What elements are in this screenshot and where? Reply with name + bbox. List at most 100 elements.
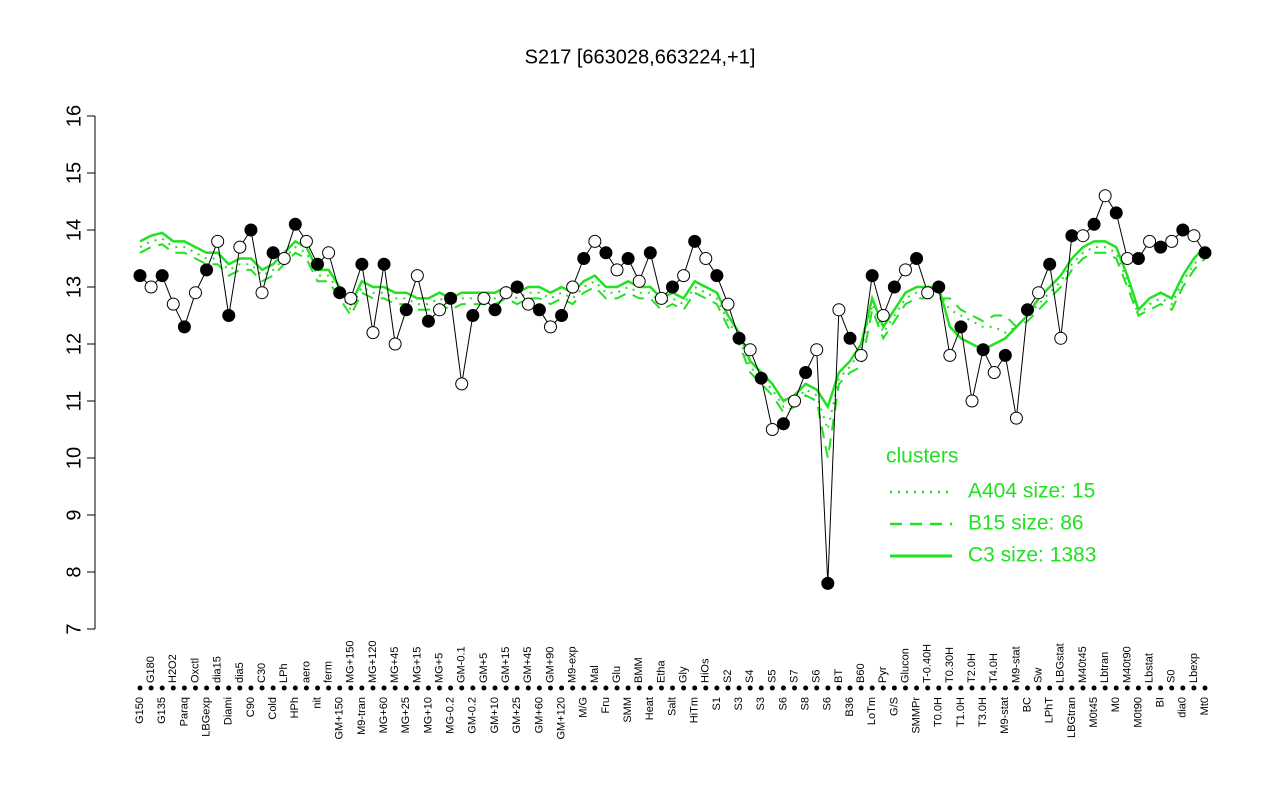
point [1098, 189, 1112, 203]
x-tick-label: S4 [744, 670, 756, 683]
x-tick-label: Oxctl [189, 658, 201, 683]
x-tick-label: Paraq [178, 697, 190, 726]
x-marker [1169, 685, 1175, 691]
x-marker [780, 685, 786, 691]
x-tick-label: T3.0H [977, 697, 989, 727]
x-marker [481, 685, 487, 691]
point [433, 303, 447, 317]
point [1154, 240, 1168, 254]
x-marker [448, 685, 454, 691]
x-tick-label: GM+90 [544, 647, 556, 683]
x-tick-label: LPh [278, 663, 290, 683]
x-marker [725, 685, 731, 691]
point [521, 297, 535, 311]
point [133, 269, 147, 283]
x-tick-label: B36 [844, 697, 856, 717]
x-tick-label: MG+45 [389, 647, 401, 683]
x-tick-label: T0.0H [933, 697, 945, 727]
x-marker [980, 685, 986, 691]
x-tick-label: M0t45 [1088, 697, 1100, 728]
point [788, 394, 802, 408]
point [599, 246, 613, 260]
x-marker [492, 685, 498, 691]
point [344, 291, 358, 305]
x-tick-label: GM+45 [522, 647, 534, 683]
point [632, 274, 646, 288]
x-marker [381, 685, 387, 691]
point [144, 280, 158, 294]
point [388, 337, 402, 351]
x-marker [425, 685, 431, 691]
x-marker [914, 685, 920, 691]
legend-label: C3 size: 1383 [968, 544, 1096, 567]
x-tick-label: Cold [267, 697, 279, 720]
x-marker [681, 685, 687, 691]
point [555, 309, 569, 322]
point [1032, 286, 1046, 300]
x-tick-label: dia0 [1177, 697, 1189, 718]
x-tick-label: S3 [733, 697, 745, 710]
x-tick-label: Mt0 [1199, 697, 1211, 715]
point [821, 576, 835, 590]
x-tick-label: M40t45 [1077, 646, 1089, 683]
x-marker [215, 685, 221, 691]
point [1198, 246, 1212, 260]
x-tick-label: Fru [600, 697, 612, 714]
point [677, 269, 691, 283]
point [410, 269, 424, 283]
x-tick-label: MG-0.2 [445, 697, 457, 734]
x-tick-label: aero [300, 661, 312, 683]
point [765, 423, 779, 436]
point [621, 252, 635, 265]
x-tick-label: BC [1021, 697, 1033, 712]
x-tick-label: Glucon [899, 648, 911, 683]
x-marker [248, 685, 254, 691]
point [1021, 303, 1034, 317]
x-tick-label: MG+15 [411, 647, 423, 683]
legend-label: B15 size: 86 [968, 512, 1084, 535]
x-marker [148, 685, 154, 691]
point [355, 257, 369, 271]
x-tick-label: MG+10 [422, 697, 434, 733]
point [732, 331, 746, 345]
cluster-line [139, 243, 1206, 459]
point [444, 291, 458, 305]
x-tick-label: Pyr [877, 666, 889, 683]
x-tick-label: LBGexp [200, 697, 212, 737]
x-marker [292, 685, 298, 691]
y-tick-label: 10 [63, 447, 85, 469]
y-tick-label: 9 [63, 509, 85, 520]
x-tick-label: GM+10 [489, 697, 501, 733]
x-marker [281, 685, 287, 691]
point [754, 371, 768, 385]
x-tick-label: Salt [666, 697, 678, 716]
point [876, 309, 890, 322]
point [566, 280, 580, 294]
x-marker [1091, 685, 1097, 691]
x-tick-label: GM+5 [478, 653, 490, 683]
point [399, 303, 413, 317]
point [987, 366, 1001, 379]
point [1176, 223, 1190, 237]
x-tick-label: S7 [788, 670, 800, 683]
point [1187, 229, 1201, 243]
x-marker [747, 685, 753, 691]
point [366, 326, 380, 340]
x-marker [459, 685, 465, 691]
x-marker [170, 685, 176, 691]
x-marker [1047, 685, 1053, 691]
x-tick-label: T4.0H [988, 653, 1000, 683]
x-tick-label: G150 [134, 697, 146, 724]
x-marker [403, 685, 409, 691]
x-marker [869, 685, 875, 691]
y-tick-label: 8 [63, 566, 85, 577]
point [998, 348, 1012, 362]
point [311, 257, 324, 271]
point [166, 297, 180, 311]
x-tick-label: BMM [633, 657, 645, 683]
point [1087, 217, 1101, 231]
x-tick-label: M40t90 [1121, 646, 1133, 683]
x-tick-label: GM+120 [555, 697, 567, 740]
point [377, 257, 391, 271]
